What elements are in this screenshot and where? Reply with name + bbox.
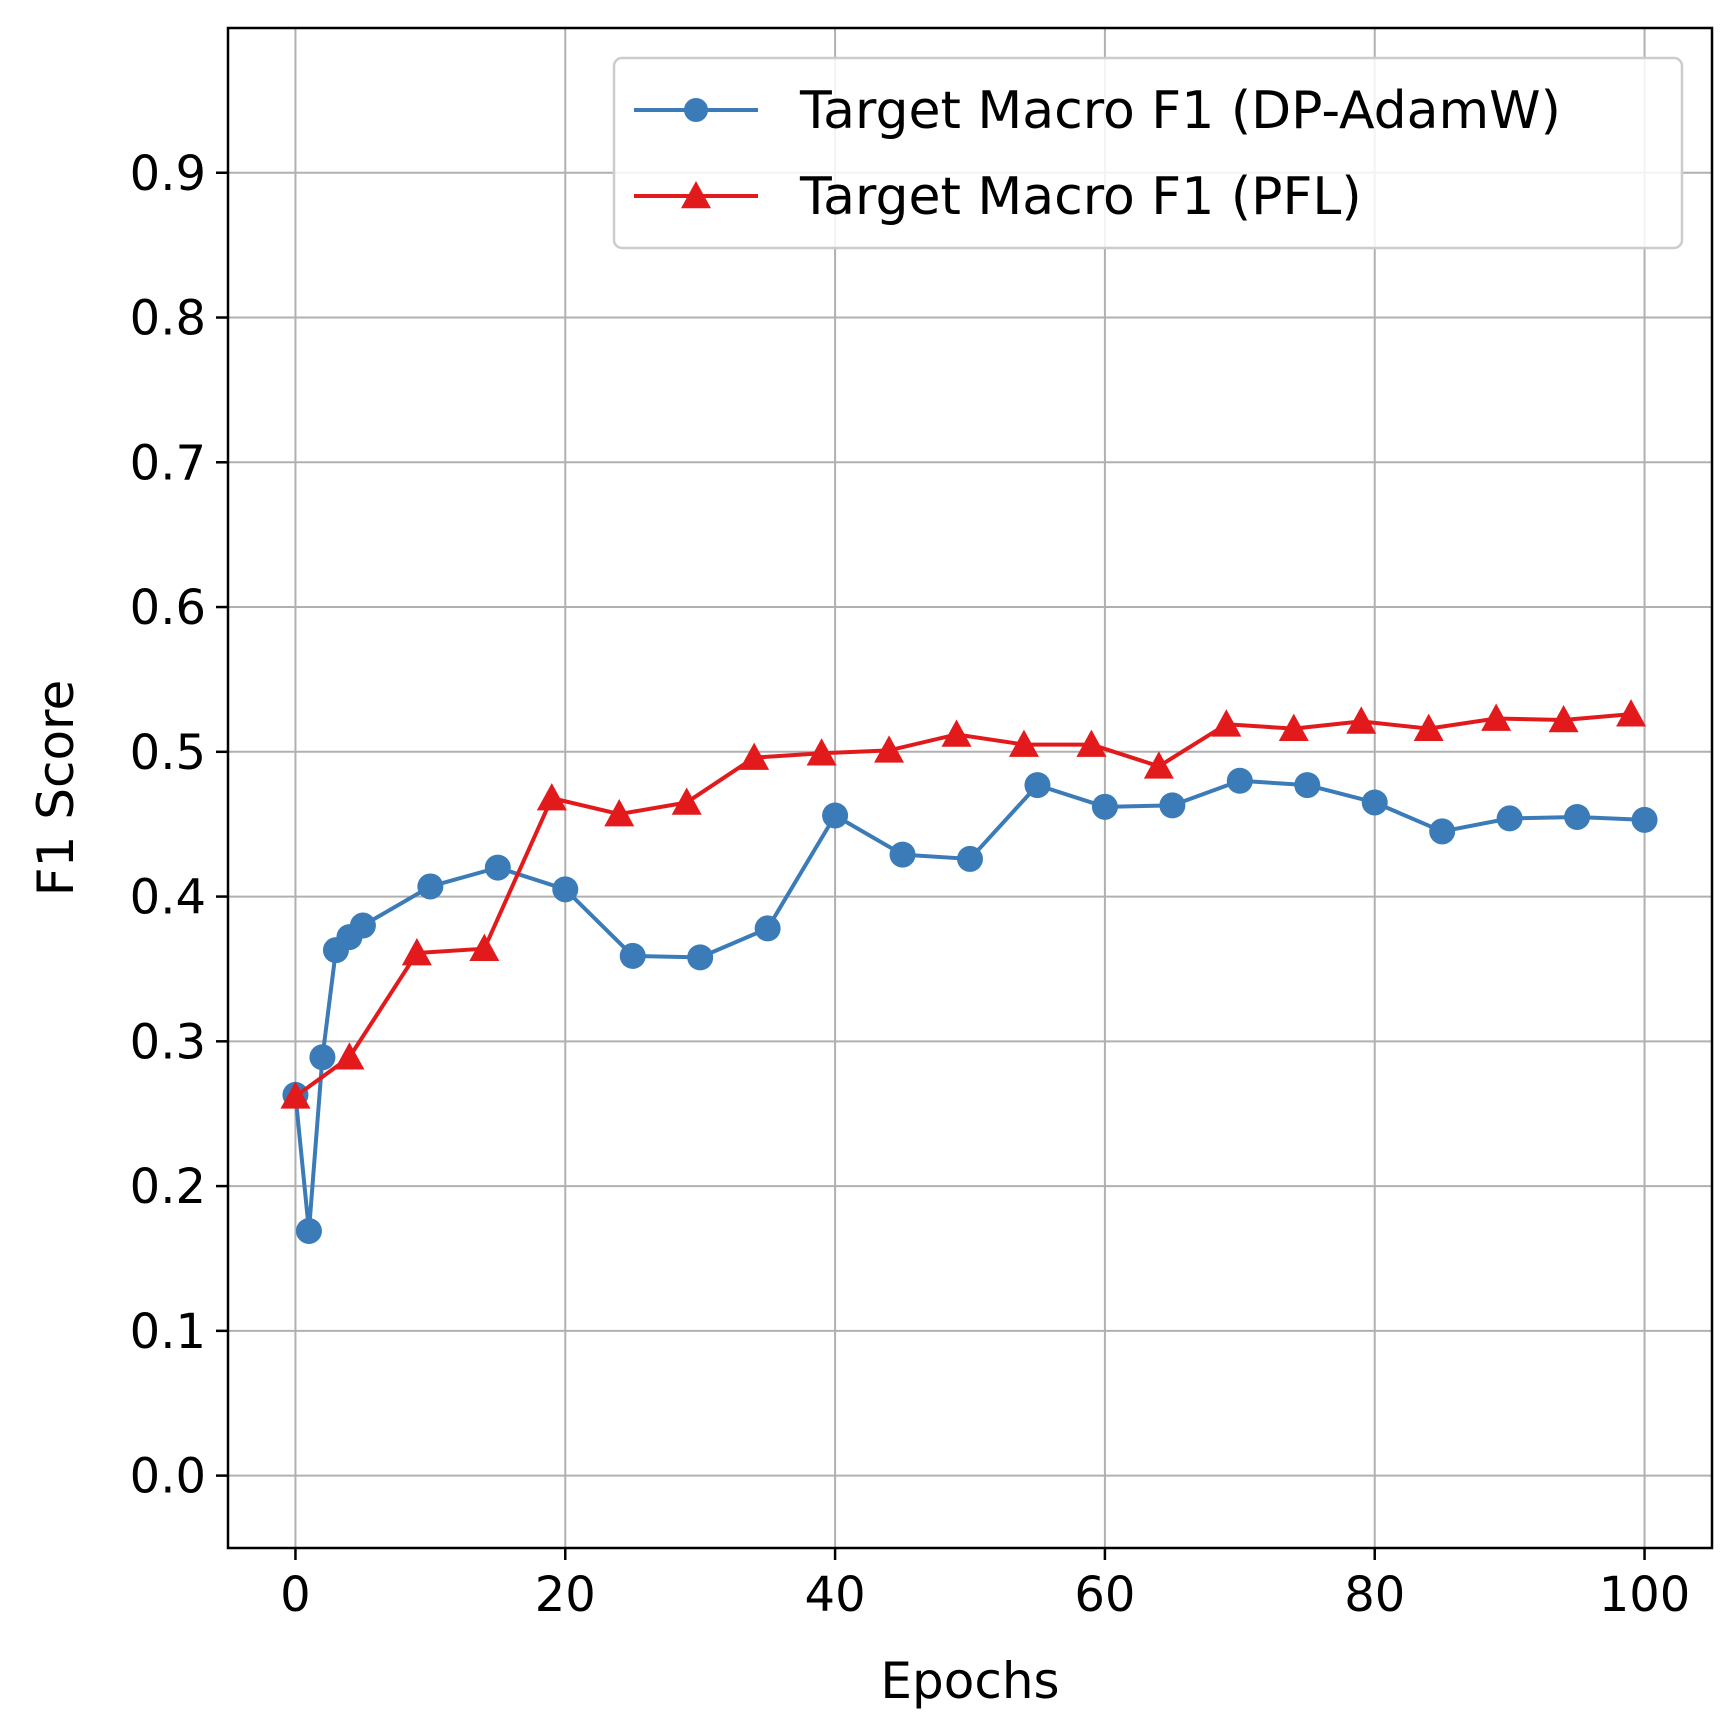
ticks: 0 20 40 60 80 100 0.0 0.1 0.2 0.3 0.4 0.5 0.6 0.7 0.8 0… [130,146,1691,1623]
data-point [1294,772,1321,799]
data-point [671,787,702,815]
data-point [754,915,781,942]
data-point [687,944,714,971]
y-tick-label: 0.7 [130,435,206,491]
data-point [619,942,646,969]
x-tick-label: 60 [1074,1567,1135,1623]
data-point [1278,713,1309,741]
data-point [1496,805,1523,832]
data-point [401,938,432,966]
series-line [294,712,1632,1098]
data-point [1159,792,1186,819]
data-point [417,873,444,900]
data-point [822,802,849,829]
data-point [1226,767,1253,794]
data-point [1361,789,1388,816]
data-point [604,799,635,827]
x-tick-label: 40 [805,1567,866,1623]
data-point [1548,704,1579,733]
data-point [889,841,916,868]
data-point [1616,699,1647,727]
y-tick-label: 0.6 [130,580,206,636]
y-tick-label: 0.9 [130,146,206,202]
y-tick-label: 0.3 [130,1014,206,1070]
data-point [309,1044,336,1071]
data-point [1429,818,1456,845]
legend: Target Macro F1 (DP-AdamW) Target Macro … [612,56,1684,250]
y-tick-label: 0.8 [130,291,206,347]
data-point [280,1081,311,1109]
y-tick-label: 0.2 [130,1159,206,1215]
data-point [484,854,511,881]
plot-frame [226,26,1714,1550]
data-point [1564,803,1591,830]
legend-label-pfl: Target Macro F1 (PFL) [799,167,1362,227]
series-layer [280,699,1658,1244]
data-point [349,912,376,939]
data-point [469,933,500,961]
grid [228,28,1712,1548]
series-pfl [280,699,1647,1109]
data-point [957,845,983,872]
data-point [1211,709,1242,737]
data-point [1091,793,1118,820]
y-tick-label: 0.5 [130,725,206,781]
data-point [1346,706,1377,734]
x-tick-label: 100 [1599,1567,1691,1623]
data-point [1631,806,1658,833]
data-point [552,876,579,903]
data-point [1143,751,1174,779]
data-point [739,742,770,770]
y-tick-label: 0.4 [130,870,206,926]
series-dp-adamw [282,767,1658,1244]
y-axis-label: F1 Score [27,680,85,897]
data-point [806,738,837,766]
y-tick-label: 0.1 [130,1304,206,1360]
data-point [874,735,905,763]
legend-marker-dp-adamw [684,98,708,122]
data-point [334,1042,365,1070]
data-point [1481,703,1512,731]
x-axis-label: Epochs [880,1652,1059,1710]
data-point [1413,713,1444,741]
y-tick-label: 0.0 [130,1449,206,1505]
x-tick-label: 20 [535,1567,596,1623]
x-tick-label: 0 [280,1567,311,1623]
data-point [295,1217,322,1244]
data-point [941,719,972,747]
data-point [1008,729,1039,757]
x-tick-label: 80 [1344,1567,1405,1623]
legend-label-dp-adamw: Target Macro F1 (DP-AdamW) [799,81,1561,141]
data-point [536,783,567,811]
data-point [1076,729,1107,757]
legend-marker-pfl [681,181,711,209]
legend-box [612,56,1684,250]
data-point [1024,772,1051,799]
